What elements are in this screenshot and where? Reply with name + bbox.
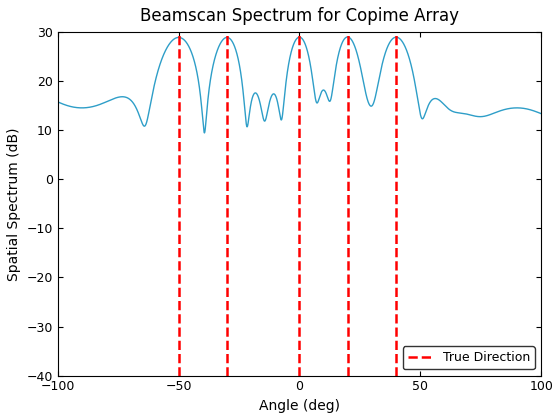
- X-axis label: Angle (deg): Angle (deg): [259, 399, 340, 413]
- Legend: True Direction: True Direction: [403, 346, 535, 369]
- Title: Beamscan Spectrum for Copime Array: Beamscan Spectrum for Copime Array: [140, 7, 459, 25]
- True Direction: [175, 177, 182, 182]
- Y-axis label: Spatial Spectrum (dB): Spatial Spectrum (dB): [7, 127, 21, 281]
- True Direction: [175, 172, 182, 177]
